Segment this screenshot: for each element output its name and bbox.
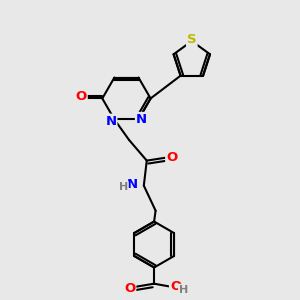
Text: O: O — [170, 280, 181, 293]
Text: H: H — [179, 285, 188, 295]
Text: S: S — [187, 33, 196, 46]
Text: N: N — [105, 115, 116, 128]
Text: O: O — [124, 282, 135, 295]
Text: H: H — [118, 182, 128, 192]
Text: O: O — [166, 151, 177, 164]
Text: N: N — [136, 113, 147, 126]
Text: N: N — [127, 178, 138, 191]
Text: O: O — [76, 91, 87, 103]
